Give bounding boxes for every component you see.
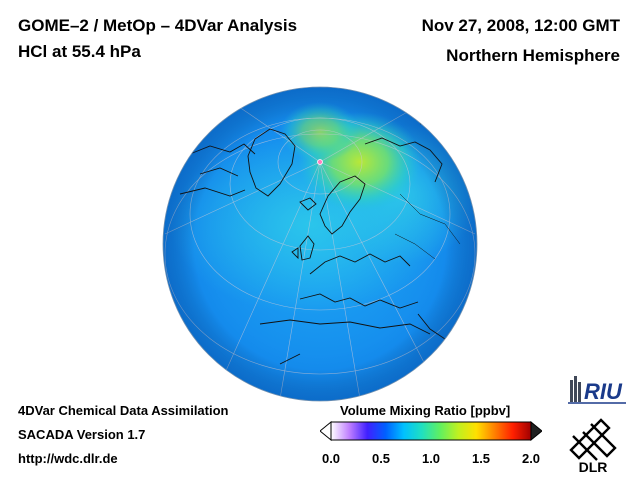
dlr-logo: DLR — [569, 418, 617, 475]
colorbar-title: Volume Mixing Ratio [ppbv] — [340, 403, 511, 418]
footer-line-2: SACADA Version 1.7 — [18, 427, 146, 442]
hemisphere-globe — [162, 86, 478, 402]
colorbar-tick-0: 0.0 — [321, 451, 341, 466]
colorbar-left-arrow — [320, 420, 332, 442]
footer-line-1: 4DVar Chemical Data Assimilation — [18, 403, 229, 418]
footer-line-3: http://wdc.dlr.de — [18, 451, 118, 466]
map-date: Nov 27, 2008, 12:00 GMT — [421, 16, 620, 35]
riu-logo: RIU — [568, 376, 626, 404]
globe-outline — [162, 86, 478, 402]
svg-text:DLR: DLR — [579, 459, 608, 475]
colorbar-right-arrow — [530, 420, 542, 442]
colorbar-tick-1: 0.5 — [371, 451, 391, 466]
globe-shading — [163, 87, 477, 401]
map-title: GOME–2 / MetOp – 4DVar Analysis — [18, 16, 298, 35]
colorbar-tick-2: 1.0 — [421, 451, 441, 466]
map-subtitle: HCl at 55.4 hPa — [18, 42, 141, 61]
colorbar — [320, 420, 542, 442]
map-region: Northern Hemisphere — [446, 46, 620, 65]
colorbar-tick-3: 1.5 — [471, 451, 491, 466]
colorbar-ramp — [330, 421, 532, 441]
colorbar-tick-4: 2.0 — [521, 451, 541, 466]
svg-text:RIU: RIU — [584, 379, 623, 404]
